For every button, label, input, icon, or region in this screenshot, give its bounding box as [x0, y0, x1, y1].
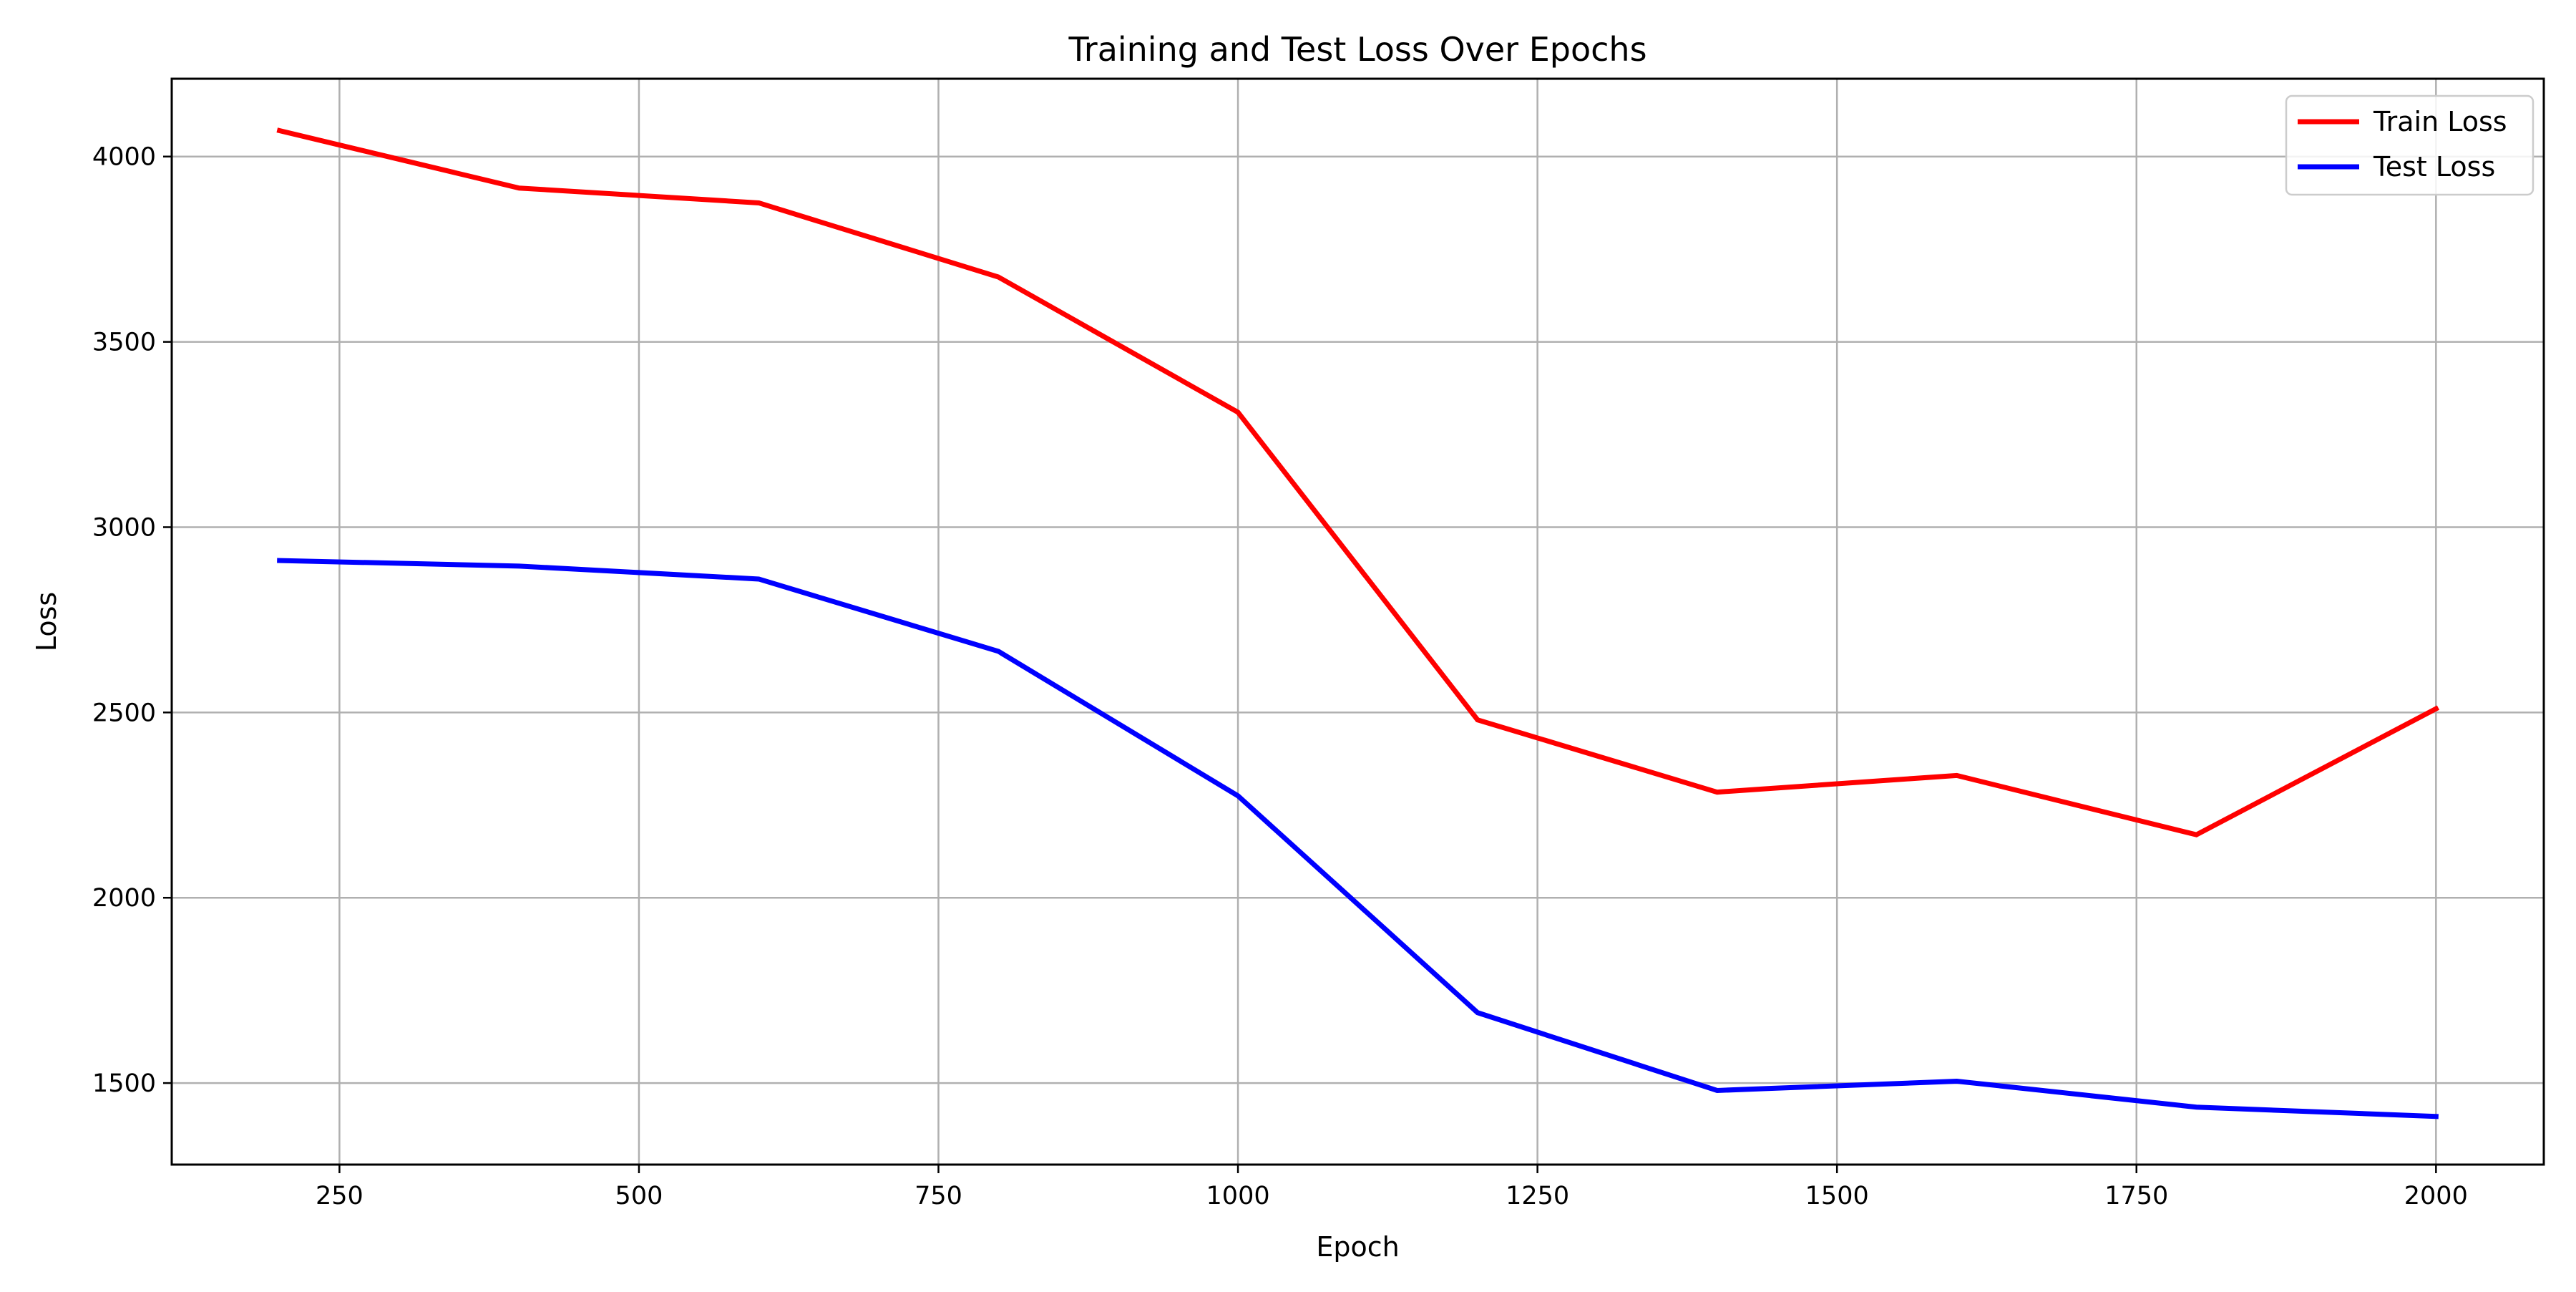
x-tick-label: 250 — [316, 1182, 364, 1210]
x-tick-label: 1000 — [1206, 1182, 1270, 1210]
y-tick-label: 3500 — [92, 329, 156, 357]
y-tick-label: 4000 — [92, 143, 156, 172]
x-tick-label: 500 — [615, 1182, 663, 1210]
y-axis-label: Loss — [31, 592, 62, 651]
y-tick-label: 2500 — [92, 699, 156, 727]
legend-label-test-loss: Test Loss — [2373, 151, 2495, 183]
x-tick-label: 1250 — [1506, 1182, 1569, 1210]
x-axis-label: Epoch — [1316, 1231, 1399, 1263]
chart-title: Training and Test Loss Over Epochs — [1068, 30, 1646, 69]
x-tick-label: 750 — [914, 1182, 962, 1210]
y-tick-label: 1500 — [92, 1069, 156, 1098]
x-tick-label: 2000 — [2404, 1182, 2468, 1210]
legend: Train Loss Test Loss — [2286, 96, 2533, 195]
y-tick-label: 2000 — [92, 884, 156, 913]
x-tick-label: 1750 — [2104, 1182, 2168, 1210]
x-tick-label: 1500 — [1805, 1182, 1869, 1210]
y-tick-label: 3000 — [92, 513, 156, 542]
legend-label-train-loss: Train Loss — [2373, 106, 2507, 137]
